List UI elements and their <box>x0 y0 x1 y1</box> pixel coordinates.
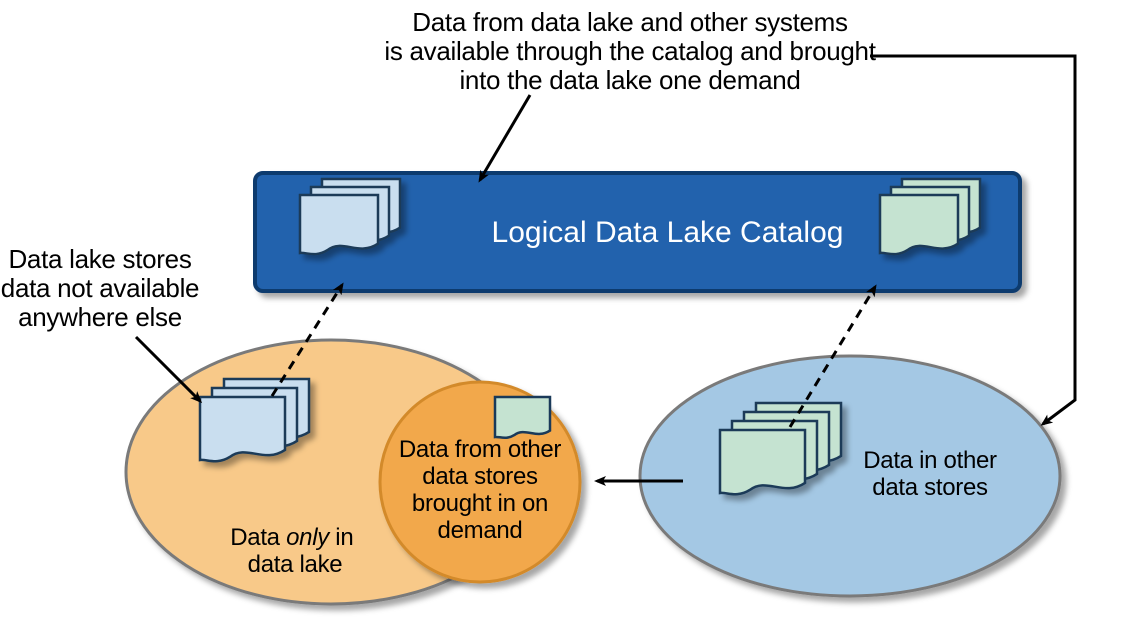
annotation-top-line2: is available through the catalog and bro… <box>384 36 876 66</box>
annotation-top-line1: Data from data lake and other systems <box>412 7 848 37</box>
document-icon <box>720 430 805 494</box>
annotation-top-line3: into the data lake one demand <box>459 65 800 95</box>
catalog-title: Logical Data Lake Catalog <box>492 216 844 249</box>
ellipse-other-stores <box>640 356 1060 596</box>
diagram-canvas: Data from data lake and other systems is… <box>0 0 1129 631</box>
annotation-left-line3: anywhere else <box>18 302 182 332</box>
document-icon <box>880 195 958 254</box>
annotation-left-line1: Data lake stores <box>8 244 191 274</box>
arrow-top-to-catalog <box>480 95 530 180</box>
document-icon <box>300 195 378 254</box>
right-ellipse-line2: data stores <box>872 474 988 501</box>
annotation-left-line2: data not available <box>1 273 199 303</box>
annotation-top: Data from data lake and other systems is… <box>384 7 876 95</box>
right-ellipse-line1: Data in other <box>863 447 997 474</box>
annotation-left: Data lake stores data not available anyw… <box>1 244 199 332</box>
label-left-ellipse: Data only in data lake <box>230 524 360 578</box>
inner-circle-line1: Data from other <box>399 436 562 463</box>
label-right-ellipse: Data in other data stores <box>863 447 997 501</box>
inner-circle-line4: demand <box>438 517 523 544</box>
inner-circle-line2: data stores <box>422 463 538 490</box>
document-icon <box>495 397 550 438</box>
document-icon <box>200 397 285 461</box>
doc-single-inner <box>495 397 550 438</box>
inner-circle-line3: brought in on <box>412 490 548 517</box>
